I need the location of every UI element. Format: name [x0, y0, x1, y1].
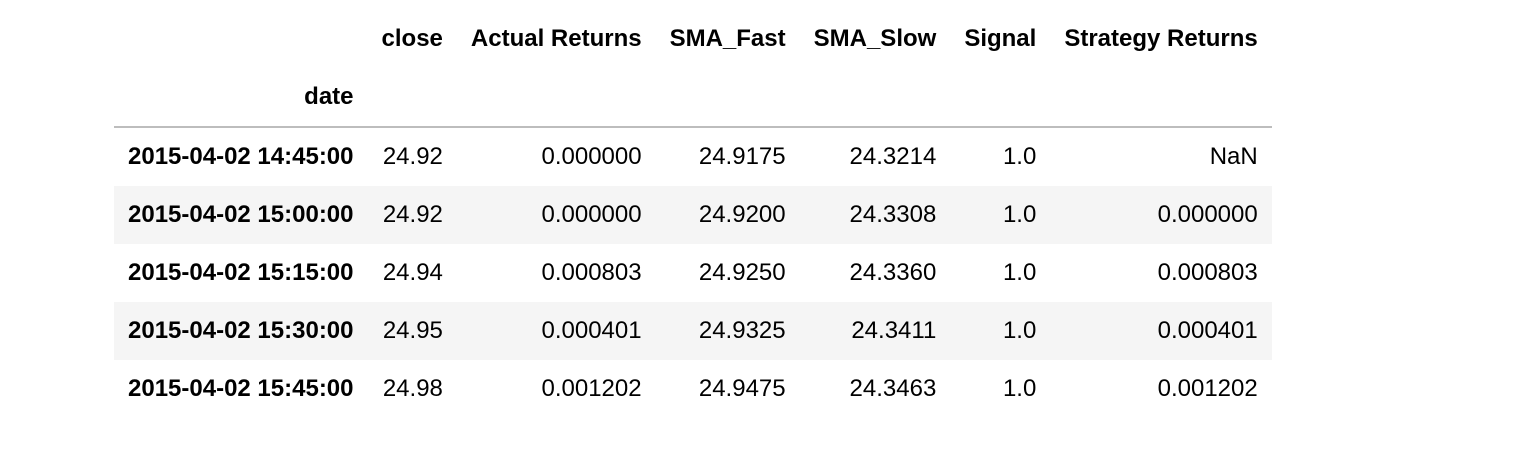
cell-strategy-returns: 0.000000 — [1157, 201, 1258, 228]
cell-signal: 1.0 — [1002, 201, 1037, 228]
cell-actual-returns: 0.000401 — [541, 317, 642, 344]
column-header-sma-slow: SMA_Slow — [813, 25, 937, 52]
row-index-date: 2015-04-02 14:45:00 — [128, 143, 354, 170]
column-header-strategy-returns: Strategy Returns — [1064, 25, 1258, 52]
empty-header-cell — [950, 68, 1051, 128]
cell-sma-fast: 24.9475 — [698, 375, 786, 402]
cell-sma-slow: 24.3463 — [849, 375, 937, 402]
cell-sma-slow: 24.3411 — [851, 317, 937, 344]
cell-sma-fast: 24.9175 — [698, 143, 786, 170]
cell-sma-fast: 24.9200 — [698, 201, 786, 228]
cell-actual-returns: 0.000000 — [541, 143, 642, 170]
column-header-sma-fast: SMA_Fast — [669, 25, 786, 52]
cell-actual-returns: 0.001202 — [541, 375, 642, 402]
row-index-date: 2015-04-02 15:45:00 — [128, 375, 354, 402]
cell-signal: 1.0 — [1002, 143, 1037, 170]
table-row: 2015-04-02 15:30:00 24.95 0.000401 24.93… — [114, 302, 1272, 360]
cell-close: 24.94 — [382, 259, 443, 286]
cell-close: 24.92 — [382, 201, 443, 228]
column-header-signal: Signal — [964, 25, 1037, 52]
cell-actual-returns: 0.000000 — [541, 201, 642, 228]
cell-sma-fast: 24.9250 — [698, 259, 786, 286]
index-name-row: date — [114, 68, 1272, 128]
cell-close: 24.98 — [382, 375, 443, 402]
table-row: 2015-04-02 15:00:00 24.92 0.000000 24.92… — [114, 186, 1272, 244]
cell-signal: 1.0 — [1002, 375, 1037, 402]
column-header-row: close Actual Returns SMA_Fast SMA_Slow S… — [114, 10, 1272, 68]
index-corner-cell — [114, 10, 368, 68]
cell-sma-slow: 24.3214 — [849, 143, 937, 170]
cell-sma-fast: 24.9325 — [698, 317, 786, 344]
cell-strategy-returns: 0.000803 — [1157, 259, 1258, 286]
cell-close: 24.95 — [382, 317, 443, 344]
cell-strategy-returns: 0.001202 — [1157, 375, 1258, 402]
dataframe-table: close Actual Returns SMA_Fast SMA_Slow S… — [114, 10, 1272, 418]
cell-close: 24.92 — [382, 143, 443, 170]
table-header: close Actual Returns SMA_Fast SMA_Slow S… — [114, 10, 1272, 128]
column-header-close: close — [381, 25, 443, 52]
table-row: 2015-04-02 15:45:00 24.98 0.001202 24.94… — [114, 360, 1272, 418]
cell-signal: 1.0 — [1002, 259, 1037, 286]
cell-sma-slow: 24.3308 — [849, 201, 937, 228]
row-index-date: 2015-04-02 15:15:00 — [128, 259, 354, 286]
dataframe-output: close Actual Returns SMA_Fast SMA_Slow S… — [114, 10, 1272, 418]
empty-header-cell — [655, 68, 800, 128]
row-index-date: 2015-04-02 15:00:00 — [128, 201, 354, 228]
table-body: 2015-04-02 14:45:00 24.92 0.000000 24.91… — [114, 127, 1272, 418]
cell-sma-slow: 24.3360 — [849, 259, 937, 286]
cell-strategy-returns: 0.000401 — [1157, 317, 1258, 344]
table-row: 2015-04-02 14:45:00 24.92 0.000000 24.91… — [114, 127, 1272, 186]
empty-header-cell — [799, 68, 951, 128]
empty-header-cell — [367, 68, 457, 128]
index-name-header: date — [114, 68, 368, 128]
column-header-actual-returns: Actual Returns — [470, 25, 642, 52]
table-row: 2015-04-02 15:15:00 24.94 0.000803 24.92… — [114, 244, 1272, 302]
empty-header-cell — [456, 68, 656, 128]
empty-header-cell — [1050, 68, 1272, 128]
cell-signal: 1.0 — [1002, 317, 1037, 344]
cell-actual-returns: 0.000803 — [541, 259, 642, 286]
cell-strategy-returns: NaN — [1209, 143, 1258, 170]
row-index-date: 2015-04-02 15:30:00 — [128, 317, 354, 344]
